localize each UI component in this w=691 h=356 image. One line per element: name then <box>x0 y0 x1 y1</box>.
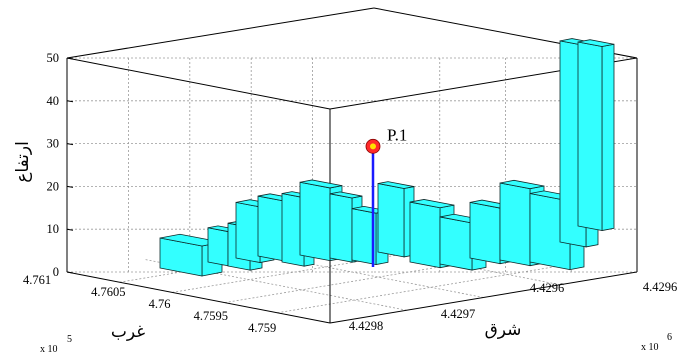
y-tick-label-2: 4.76 <box>149 297 171 311</box>
building-front-b5 <box>257 195 285 262</box>
annotation-label: P.1 <box>387 125 407 144</box>
z-tick-mark-1 <box>66 228 74 231</box>
axes-box <box>66 7 638 324</box>
y-tick-label-4: 4.759 <box>248 321 276 335</box>
z-tick-mark-3 <box>66 143 74 146</box>
x-multiplier: x 10 <box>641 342 659 353</box>
building-front-b13 <box>469 201 501 265</box>
y-multiplier: x 10 <box>40 344 58 355</box>
box-edge-front-right <box>329 271 638 324</box>
building-top-b17 <box>577 39 615 47</box>
z-tick-mark-2 <box>66 185 74 188</box>
buildings-group <box>159 38 615 277</box>
box-edge-top-back-left <box>66 7 375 59</box>
z-tick-label-2: 20 <box>47 179 60 193</box>
y-tick-label-3: 4.7595 <box>194 309 228 323</box>
building-front-b7 <box>299 181 331 262</box>
building-front-b4 <box>235 201 261 264</box>
z-tick-label-1: 10 <box>47 222 60 236</box>
building-top-b8 <box>329 191 363 199</box>
building-front-b10 <box>377 183 405 258</box>
z-tick-label-3: 30 <box>47 137 60 151</box>
x-axis-label: شرق <box>485 320 522 340</box>
z-tick-mark-4 <box>66 100 74 103</box>
x-tick-label-0: 4.4298 <box>349 319 383 333</box>
z-tick-mark-5 <box>66 57 74 60</box>
building-front-b12 <box>439 216 473 271</box>
building-front-b8 <box>329 193 353 263</box>
box-edge-top-front-left <box>66 57 331 110</box>
building-top-b11 <box>409 199 455 209</box>
building-front-b14 <box>499 182 531 267</box>
z-tick-mark-0 <box>66 271 74 274</box>
building-front-b11 <box>409 201 441 269</box>
annotation-group: P.1 <box>365 125 407 267</box>
building-front-b2 <box>207 227 229 267</box>
grid-lines <box>67 57 637 314</box>
annotation-marker-center <box>370 143 376 150</box>
building-b17 <box>577 39 615 232</box>
x-tick-label-2: 4.4296 <box>530 281 564 295</box>
z-axis-label: ارتفاع <box>13 141 33 183</box>
y-tick-label-1: 4.7605 <box>91 285 125 299</box>
grid-floor-b-1 <box>143 258 407 311</box>
box-edge-front-left <box>66 271 331 324</box>
building-top-b10 <box>377 181 415 189</box>
y-axis-label: غرب <box>111 322 145 342</box>
building-side-b17 <box>601 43 615 232</box>
y-tick-label-0: 4.761 <box>23 273 51 287</box>
x-multiplier-exponent: 6 <box>667 332 672 343</box>
z-tick-label-4: 40 <box>47 94 60 108</box>
building-top-b7 <box>299 179 343 189</box>
z-tick-label-5: 50 <box>47 51 60 65</box>
building-b10 <box>377 181 415 258</box>
tick-labels: 0 10 20 30 40 50 4.761 4.7605 4.76 4.7595 4.759 4.4… <box>23 51 677 335</box>
x-tick-label-1: 4.4297 <box>441 307 475 321</box>
building-front-b17 <box>577 41 603 232</box>
grid-floor-b-2 <box>220 246 484 298</box>
z-tick-label-0: 0 <box>53 265 59 279</box>
x-tick-label-3: 4.4296 <box>643 280 677 294</box>
y-multiplier-exponent: 5 <box>67 334 72 345</box>
building-top-b14 <box>499 179 545 190</box>
